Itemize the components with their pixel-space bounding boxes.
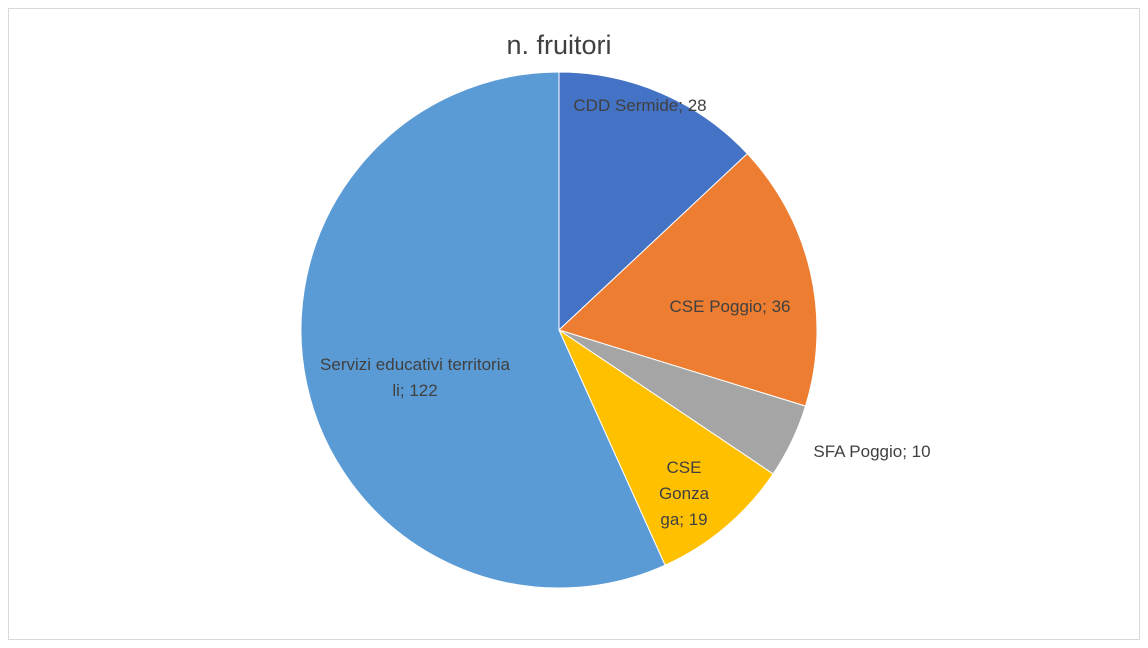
- data-label: CSE Gonzaga; 19: [658, 458, 710, 529]
- data-label: CDD Sermide; 28: [573, 96, 707, 115]
- pie-slice: [300, 71, 666, 589]
- data-label: SFA Poggio; 10: [813, 442, 931, 461]
- pie-slice: [558, 152, 818, 407]
- data-label: Servizi educativi territoriali; 122: [320, 355, 510, 400]
- chart-title: n. fruitori: [506, 30, 612, 60]
- data-label: CSE Poggio; 36: [669, 297, 791, 316]
- pie-slice: [557, 328, 774, 566]
- pie-slice: [558, 71, 749, 332]
